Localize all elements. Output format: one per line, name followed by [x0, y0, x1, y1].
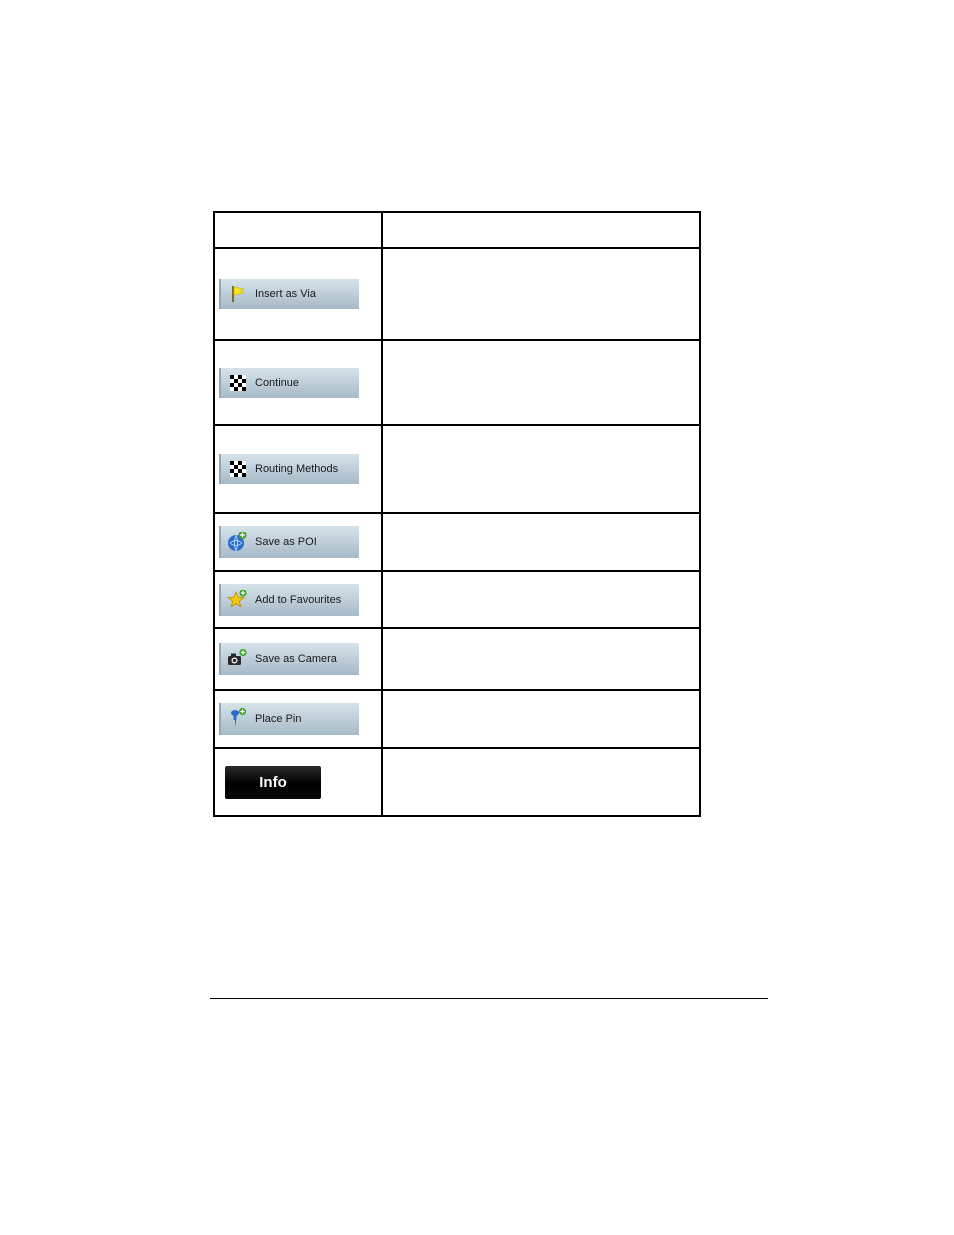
info-label: Info — [259, 774, 287, 791]
save-camera-cell: Save as Camera — [214, 628, 382, 690]
save-poi-desc — [382, 513, 700, 571]
camera-plus-icon — [227, 648, 249, 670]
checker-icon — [227, 372, 249, 394]
routing-methods-label: Routing Methods — [255, 463, 338, 475]
table-row: Place Pin — [214, 690, 700, 748]
info-button[interactable]: Info — [225, 766, 321, 799]
insert-via-label: Insert as Via — [255, 288, 316, 300]
save-camera-button[interactable]: Save as Camera — [219, 643, 359, 675]
place-pin-label: Place Pin — [255, 713, 301, 725]
add-fav-desc — [382, 571, 700, 628]
save-camera-desc — [382, 628, 700, 690]
place-pin-button[interactable]: Place Pin — [219, 703, 359, 735]
place-pin-desc — [382, 690, 700, 748]
insert-via-button[interactable]: Insert as Via — [219, 279, 359, 309]
routing-desc — [382, 425, 700, 513]
table-row: Save as POI — [214, 513, 700, 571]
table-row: Info — [214, 748, 700, 816]
feature-table: Insert as Via — [213, 211, 701, 817]
footer-rule — [210, 998, 768, 999]
save-poi-cell: Save as POI — [214, 513, 382, 571]
insert-via-cell: Insert as Via — [214, 248, 382, 340]
header-desc-cell — [382, 212, 700, 248]
table-row: Routing Methods — [214, 425, 700, 513]
routing-cell: Routing Methods — [214, 425, 382, 513]
table-row: Insert as Via — [214, 248, 700, 340]
pushpin-plus-icon — [227, 708, 249, 730]
table-row: Save as Camera — [214, 628, 700, 690]
save-poi-button[interactable]: Save as POI — [219, 526, 359, 558]
table-header-row — [214, 212, 700, 248]
continue-button[interactable]: Continue — [219, 368, 359, 398]
flag-icon — [227, 283, 249, 305]
table-row: Continue — [214, 340, 700, 425]
save-camera-label: Save as Camera — [255, 653, 337, 665]
document-page: Insert as Via — [0, 0, 954, 1235]
continue-desc — [382, 340, 700, 425]
header-button-cell — [214, 212, 382, 248]
globe-plus-icon — [227, 531, 249, 553]
continue-cell: Continue — [214, 340, 382, 425]
info-cell: Info — [214, 748, 382, 816]
routing-methods-button[interactable]: Routing Methods — [219, 454, 359, 484]
add-favourites-button[interactable]: Add to Favourites — [219, 584, 359, 616]
save-poi-label: Save as POI — [255, 536, 317, 548]
insert-via-desc — [382, 248, 700, 340]
table-row: Add to Favourites — [214, 571, 700, 628]
place-pin-cell: Place Pin — [214, 690, 382, 748]
add-favourites-label: Add to Favourites — [255, 594, 341, 606]
add-fav-cell: Add to Favourites — [214, 571, 382, 628]
info-desc — [382, 748, 700, 816]
checker-icon — [227, 458, 249, 480]
continue-label: Continue — [255, 377, 299, 389]
star-plus-icon — [227, 589, 249, 611]
